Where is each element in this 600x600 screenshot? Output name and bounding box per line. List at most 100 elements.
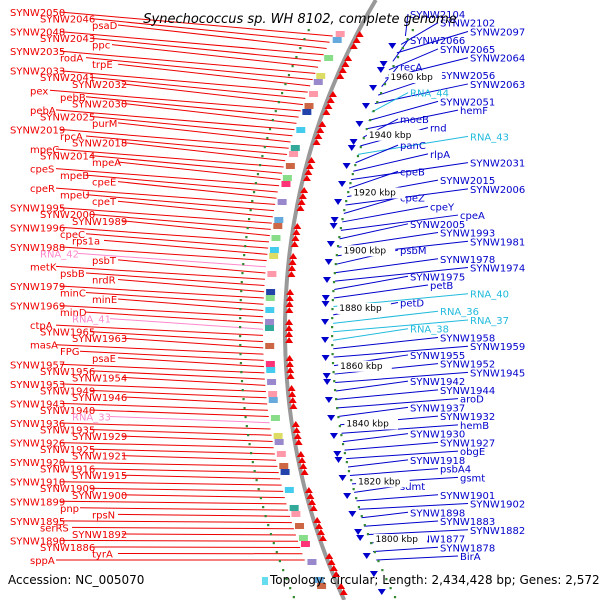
outer-guide-dot	[245, 236, 248, 239]
gene-label: SYNW2051	[440, 97, 495, 108]
label-connector	[366, 529, 469, 536]
gene-label: SYNW1899	[10, 497, 65, 508]
gene-label: SYNW1949	[40, 386, 95, 397]
label-connector	[117, 63, 311, 87]
function-block	[307, 559, 317, 565]
reverse-gene-arrow	[321, 301, 330, 307]
inner-guide-dot	[357, 506, 360, 509]
reverse-gene-arrow	[376, 67, 385, 73]
function-block	[265, 325, 275, 331]
label-connector	[59, 402, 268, 411]
forward-gene-arrow	[302, 175, 311, 181]
label-connector	[55, 109, 295, 131]
inner-guide-dot	[365, 128, 368, 131]
inner-guide-dot	[343, 209, 346, 212]
label-connector	[117, 181, 277, 199]
inner-guide-dot	[351, 173, 354, 176]
label-connector	[333, 336, 439, 350]
gene-label: obgE	[460, 447, 485, 458]
gene-label: rlpA	[430, 150, 450, 161]
function-block	[271, 235, 281, 241]
forward-gene-arrow	[307, 157, 316, 163]
inner-guide-dot	[339, 227, 342, 230]
kbp-position-labels: 1960 kbp 1940 kbp 1920 kbp 1900 kbp 1880 kbp…	[337, 72, 443, 545]
function-block	[300, 541, 310, 547]
gene-label: SYNW1965	[40, 328, 95, 339]
function-block	[273, 433, 283, 439]
label-connector	[376, 555, 459, 561]
forward-gene-arrow	[286, 367, 295, 373]
outer-guide-dot	[277, 101, 280, 104]
label-connector	[334, 275, 409, 291]
forward-gene-arrow	[291, 235, 300, 241]
gene-label: SYNW1895	[10, 517, 65, 528]
gene-label: ppc	[92, 41, 110, 52]
gene-label: aroD	[460, 395, 484, 406]
inner-guide-dot	[334, 398, 338, 401]
gene-label: cpeS	[30, 165, 54, 176]
gene-label: tyrA	[92, 549, 113, 560]
label-connector	[59, 226, 269, 243]
gene-label: SYNW1883	[440, 517, 495, 528]
inner-guide-dot	[350, 479, 353, 482]
reverse-gene-arrow	[334, 457, 343, 463]
inner-guide-dot	[392, 65, 395, 68]
inner-guide-dot	[335, 254, 338, 257]
label-connector	[85, 311, 264, 324]
label-connector	[59, 442, 274, 449]
label-connector	[334, 267, 469, 282]
inner-guide-dot	[331, 353, 334, 356]
forward-gene-arrow	[327, 559, 336, 565]
label-connector	[121, 376, 266, 386]
label-connector	[89, 213, 271, 230]
label-connector	[89, 18, 330, 43]
inner-guide-dot	[338, 236, 341, 239]
label-connector	[335, 371, 469, 384]
forward-gene-arrow	[285, 295, 294, 301]
inner-guide-dot	[336, 245, 340, 248]
label-connector	[374, 83, 469, 105]
legend-swatch	[262, 577, 268, 585]
outer-guide-dot	[267, 524, 270, 527]
gene-label: SYNW1952	[440, 360, 495, 371]
label-connector	[59, 363, 265, 374]
outer-guide-dot	[264, 515, 267, 518]
kbp-label: 1940 kbp	[369, 131, 412, 141]
gene-label: SYNW2102	[440, 19, 495, 30]
inner-guide-dot	[360, 515, 363, 518]
gene-label: SYNW1901	[440, 491, 495, 502]
inner-guide-dot	[385, 578, 388, 581]
outer-guide-dot	[287, 74, 291, 77]
label-connector	[49, 89, 301, 112]
outer-guide-dot	[299, 47, 302, 50]
label-connector	[59, 70, 308, 93]
label-connector	[404, 13, 409, 37]
gene-label: SYNW1963	[72, 334, 127, 345]
inner-guide-dot	[331, 344, 334, 347]
outer-guide-dot	[246, 227, 249, 230]
label-connector	[388, 48, 439, 71]
outer-guide-dot	[248, 443, 251, 446]
inner-guide-dot	[396, 56, 400, 59]
kbp-label-bg	[337, 303, 391, 314]
gene-label: moeB	[400, 115, 429, 126]
gene-label: SYNW1946	[72, 393, 127, 404]
label-connector	[342, 205, 429, 223]
label-connector	[121, 474, 281, 480]
label-connector	[77, 252, 267, 268]
gene-label: hemB	[460, 421, 489, 432]
label-connector	[333, 328, 409, 341]
label-connector	[79, 507, 289, 511]
outer-guide-dot	[263, 146, 266, 149]
inner-guide-dot	[383, 83, 387, 86]
rna-label: RNA_40	[470, 290, 509, 301]
forward-gene-arrow	[355, 31, 364, 37]
reverse-gene-arrow	[338, 181, 347, 187]
label-connector	[79, 350, 264, 361]
label-connector	[368, 100, 439, 121]
label-connector	[89, 115, 293, 137]
inner-guide-dot	[372, 110, 375, 113]
forward-gene-arrow	[304, 487, 313, 493]
